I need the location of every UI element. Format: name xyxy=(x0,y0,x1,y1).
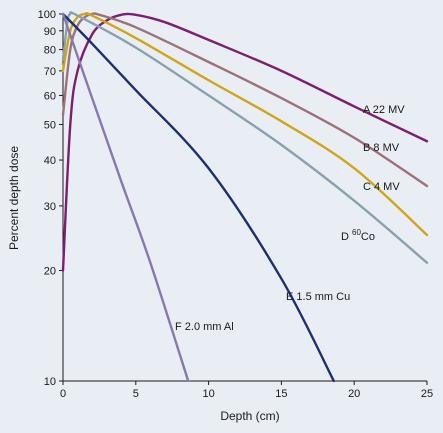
x-tick-label: 0 xyxy=(60,388,66,400)
series-line-d xyxy=(61,11,429,264)
x-tick-label: 25 xyxy=(421,388,433,400)
y-tick-label: 90 xyxy=(44,26,56,38)
y-tick-label: 40 xyxy=(44,155,56,167)
y-tick-label: 20 xyxy=(44,266,56,278)
y-tick-label: 50 xyxy=(44,119,56,131)
series-lines xyxy=(61,11,429,383)
series-line-c xyxy=(61,11,429,237)
y-tick-label: 30 xyxy=(44,201,56,213)
series-line-a xyxy=(61,12,429,272)
x-tick-label: 5 xyxy=(133,388,139,400)
series-line-b xyxy=(61,12,429,188)
y-tick-label: 80 xyxy=(44,45,56,57)
series-line-e xyxy=(61,12,336,383)
y-axis-title: Percent depth dose xyxy=(7,146,21,250)
series-labels: A 22 MV B 8 MV C 4 MV D 60Co E 1.5 mm Cu F 2.… xyxy=(175,104,405,333)
y-tick-label: 10 xyxy=(44,376,56,388)
x-tick-label: 10 xyxy=(202,388,214,400)
x-axis-title: Depth (cm) xyxy=(220,409,279,423)
series-label-d: D 60Co xyxy=(341,228,375,243)
y-tick-label: 60 xyxy=(44,90,56,102)
series-label-f: F 2.0 mm Al xyxy=(175,321,234,333)
series-label-a: A 22 MV xyxy=(363,104,405,116)
y-tick-label: 70 xyxy=(44,66,56,78)
series-label-b: B 8 MV xyxy=(363,142,400,154)
series-line-f xyxy=(61,12,190,383)
series-label-e: E 1.5 mm Cu xyxy=(286,291,350,303)
x-tick-label: 20 xyxy=(348,388,360,400)
series-label-c: C 4 MV xyxy=(363,181,400,193)
y-tick-label: 100 xyxy=(38,9,56,21)
x-tick-label: 15 xyxy=(275,388,287,400)
axes: 0 5 10 15 20 25 10 20 30 40 50 60 70 80 90 100 xyxy=(38,9,433,400)
